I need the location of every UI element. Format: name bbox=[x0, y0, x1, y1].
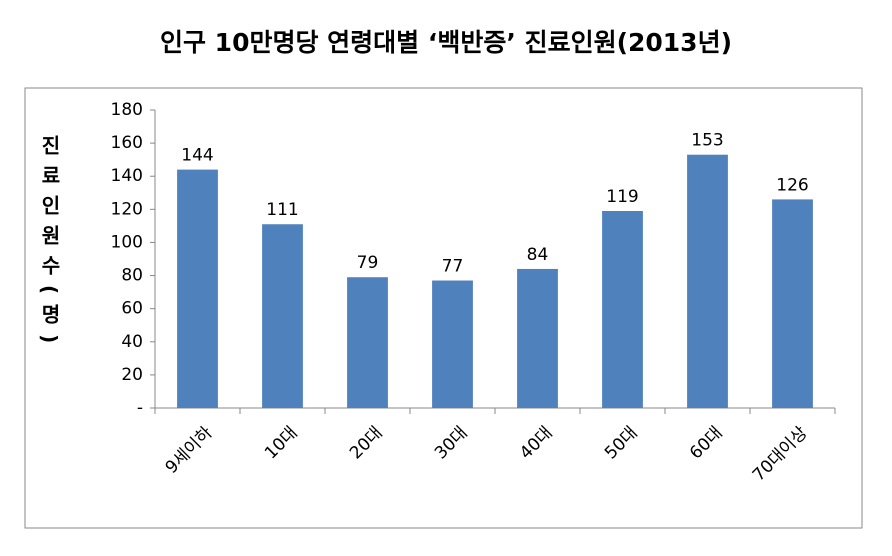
y-tick-label: 80 bbox=[121, 266, 143, 286]
y-tick-label: 60 bbox=[121, 299, 143, 319]
value-label: 77 bbox=[442, 257, 464, 277]
x-tick-label: 9세이하 bbox=[162, 423, 217, 478]
bar bbox=[517, 268, 558, 408]
value-label: 79 bbox=[357, 253, 379, 273]
value-label: 111 bbox=[266, 200, 298, 220]
x-tick-label: 50대 bbox=[601, 423, 642, 464]
chart-title: 인구 10만명당 연령대별 ‘백반증’ 진료인원(2013년) bbox=[160, 28, 732, 57]
y-tick-label: 100 bbox=[111, 232, 143, 252]
bar bbox=[177, 169, 218, 408]
y-tick-label: 160 bbox=[111, 133, 143, 153]
value-label: 84 bbox=[527, 245, 549, 265]
bar bbox=[347, 277, 388, 408]
y-tick-label: 140 bbox=[111, 166, 143, 186]
y-tick-label: 180 bbox=[111, 100, 143, 120]
y-tick-label: 120 bbox=[111, 199, 143, 219]
x-tick-label: 60대 bbox=[686, 423, 727, 464]
value-label: 153 bbox=[691, 131, 723, 151]
y-tick-label: 40 bbox=[121, 332, 143, 352]
bar bbox=[687, 154, 728, 408]
x-tick-label: 30대 bbox=[431, 423, 472, 464]
bar bbox=[432, 280, 473, 408]
value-label: 126 bbox=[776, 175, 808, 195]
chart-frame bbox=[24, 87, 863, 529]
bar bbox=[602, 210, 643, 408]
value-label: 144 bbox=[181, 146, 213, 166]
bar bbox=[262, 224, 303, 408]
bar bbox=[772, 199, 813, 408]
y-tick-label: 20 bbox=[121, 365, 143, 385]
x-tick-label: 70대이상 bbox=[749, 423, 812, 486]
y-axis-label: 진료인원수(명) bbox=[38, 135, 62, 354]
x-tick-label: 10대 bbox=[261, 423, 302, 464]
y-tick-label: - bbox=[137, 398, 143, 418]
x-tick-label: 40대 bbox=[516, 423, 557, 464]
x-tick-label: 20대 bbox=[346, 423, 387, 464]
value-label: 119 bbox=[606, 187, 638, 207]
